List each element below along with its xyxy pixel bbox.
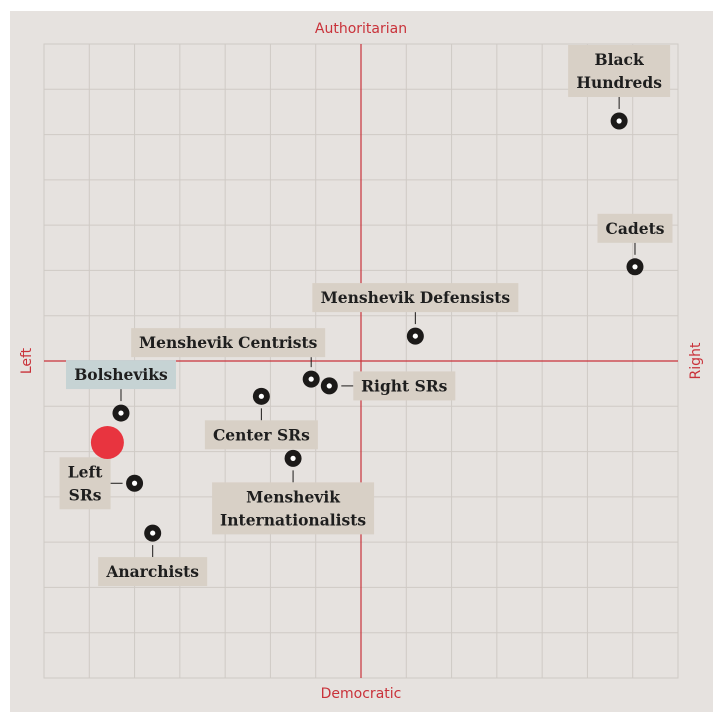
party-label-box [312,283,519,313]
party-anarchists: Anarchists [98,524,208,587]
party-label-text: Black [595,50,644,69]
party-label-text: Hundreds [576,73,662,92]
user-position-marker [90,426,124,460]
party-menshevik-centrists: Menshevik Centrists [131,328,326,388]
axis-label-right: Right [688,342,704,379]
party-marker-center [632,264,638,270]
party-right-srs: Right SRs [320,371,456,401]
party-marker-center [131,480,138,486]
party-marker-center [150,530,156,536]
party-label-text: Cadets [605,219,664,238]
party-marker-center [308,376,314,382]
party-label-box [131,328,326,358]
party-label-text: Left [68,462,103,481]
party-label-box [98,557,208,587]
party-marker-center [118,410,124,416]
axis-label-bottom: Democratic [321,686,402,702]
party-menshevik-defensists: Menshevik Defensists [312,283,519,345]
party-menshevik-internationalists: Menshevik Internationalists [212,449,375,535]
party-label-text: Internationalists [220,510,366,529]
party-cadets: Cadets [597,213,673,276]
party-label-text: Menshevik [246,487,340,506]
party-label-text: Menshevik Centrists [139,333,318,352]
party-left-srs: Left SRs [59,457,144,510]
data-points: Black Hundreds Cadets Menshevik Defensists M… [59,44,673,587]
party-label-box [204,420,318,450]
party-black-hundreds: Black Hundreds [568,44,671,130]
party-label-box [212,482,375,535]
party-label-box [59,457,111,510]
party-marker-center [258,393,264,399]
party-marker-center [616,118,622,124]
party-center-srs: Center SRs [204,387,318,450]
party-marker-center [412,333,418,339]
party-marker-center [326,383,332,389]
party-label-text: Menshevik Defensists [321,288,511,307]
party-label-text: Right SRs [361,376,448,395]
party-label-text: SRs [69,485,102,504]
party-label-text: Anarchists [105,562,199,581]
axis-label-top: Authoritarian [315,21,407,37]
party-label-text: Center SRs [213,425,310,444]
party-label-box [353,371,456,401]
party-label-box [597,213,673,243]
party-bolsheviks: Bolsheviks [65,360,176,422]
party-label-box [65,360,176,390]
axis-label-left: Left [19,347,35,374]
party-label-text: Bolsheviks [74,365,168,384]
party-marker-center [290,455,296,461]
party-label-box [568,44,671,97]
